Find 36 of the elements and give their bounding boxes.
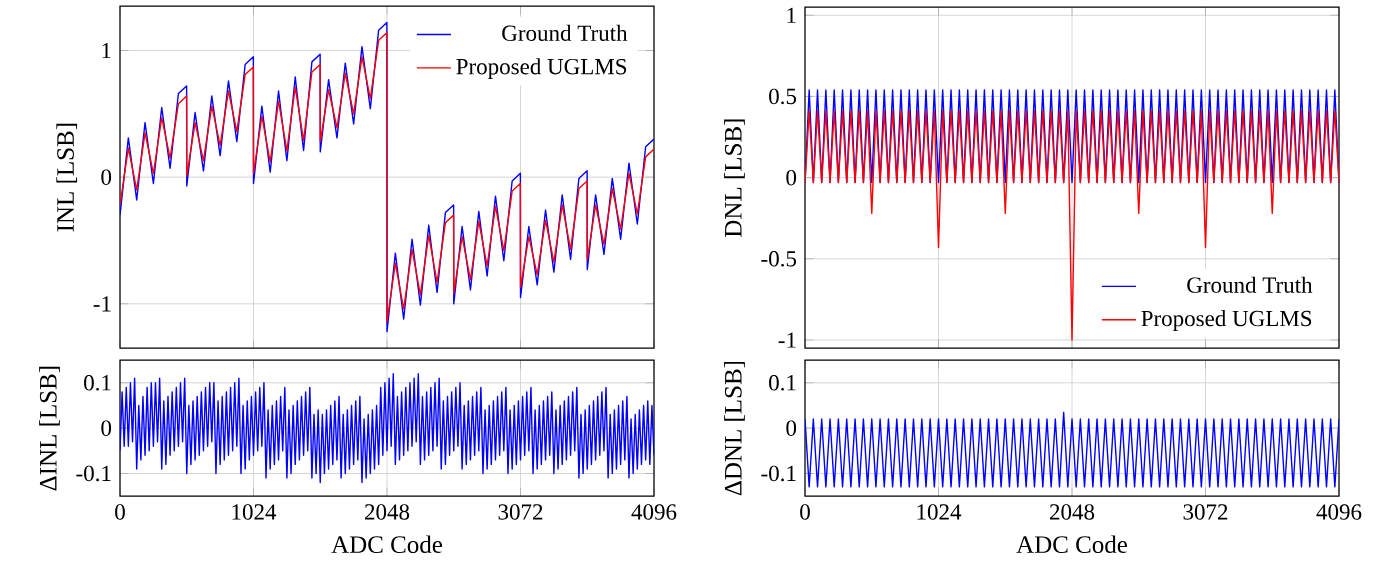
y-tick-label: 0 — [786, 420, 797, 436]
y-tick-label: 0 — [786, 169, 797, 186]
x-tick-label: 1024 — [917, 504, 962, 520]
legend-label: Proposed UGLMS — [456, 58, 627, 79]
y-tick-label: -1 — [778, 332, 796, 348]
x-axis-title: ADC Code — [1016, 535, 1128, 553]
x-tick-label: 4096 — [1316, 504, 1362, 520]
x-tick-label: 4096 — [631, 504, 677, 520]
legend-label: Ground Truth — [1187, 276, 1313, 293]
x-tick-label: 3072 — [1183, 504, 1228, 520]
legend-label: Proposed UGLMS — [1141, 310, 1312, 331]
y-tick-label: 0.1 — [84, 374, 111, 391]
x-tick-label: 2048 — [365, 504, 410, 520]
y-axis-title: ΔDNL [LSB] — [724, 361, 745, 496]
y-tick-label: 0.1 — [769, 374, 796, 391]
y-tick-label: -0.1 — [76, 465, 111, 482]
line-series — [805, 110, 1340, 341]
x-tick-label: 1024 — [232, 504, 277, 520]
y-tick-label: -1 — [93, 296, 111, 312]
y-tick-label: -0.1 — [761, 465, 796, 482]
y-tick-label: 1 — [102, 42, 111, 58]
x-tick-label: 0 — [115, 504, 125, 520]
y-tick-label: 0 — [101, 169, 112, 185]
x-tick-label: 2048 — [1050, 504, 1095, 520]
legend-label: Ground Truth — [502, 24, 628, 41]
y-tick-label: -0.5 — [761, 250, 797, 267]
y-axis-title: ΔINL [LSB] — [39, 366, 60, 491]
y-tick-label: 0 — [101, 420, 112, 436]
line-series — [120, 372, 655, 484]
y-axis-title: INL [LSB] — [56, 123, 78, 232]
y-tick-label: 1 — [787, 7, 796, 23]
x-tick-label: 0 — [800, 504, 810, 520]
y-axis-title: DNL [LSB] — [724, 119, 745, 237]
x-tick-label: 3072 — [498, 504, 543, 520]
y-tick-label: 0.5 — [769, 88, 797, 105]
x-axis-title: ADC Code — [331, 535, 443, 553]
